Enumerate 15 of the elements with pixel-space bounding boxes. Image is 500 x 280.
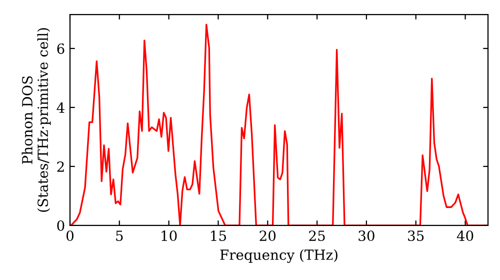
x-tick-label: 35: [408, 230, 424, 242]
y-axis-title: Phonon DOS (States/THz·primitive cell): [22, 28, 51, 212]
x-tick-label: 40: [456, 230, 474, 242]
x-tick-label: 0: [66, 230, 74, 242]
x-tick-label: 25: [309, 230, 325, 242]
x-tick-label: 15: [211, 230, 226, 242]
x-tick-label: 10: [162, 230, 177, 242]
y-tick-label: 4: [56, 102, 64, 113]
x-tick-label: 5: [116, 230, 123, 242]
y-tick-label: 2: [57, 161, 64, 172]
x-axis-title: Frequency (THz): [220, 249, 338, 263]
y-tick-label: 6: [57, 43, 64, 54]
x-tick-label: 30: [358, 230, 374, 242]
x-tick-label: 20: [260, 230, 276, 242]
y-tick-label: 0: [57, 220, 64, 231]
